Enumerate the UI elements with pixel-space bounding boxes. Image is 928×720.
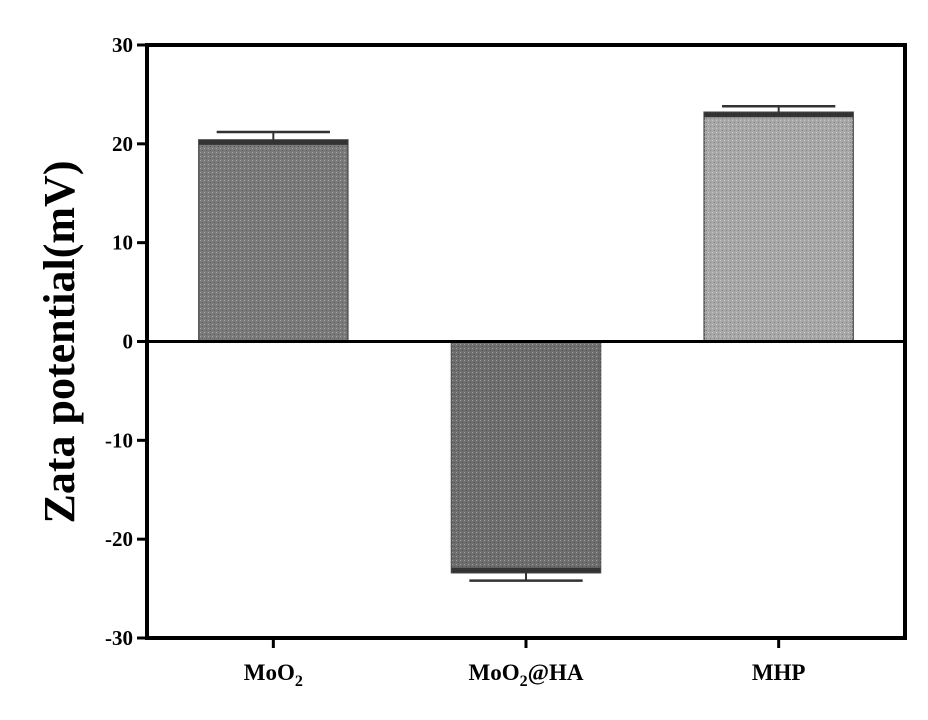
y-tick-label: -20 — [105, 527, 133, 551]
x-tick-label: MoO2@HA — [468, 660, 583, 690]
bar-end-band — [704, 112, 853, 117]
y-ticks-layer: 30 20 10 0 -10 -20 -30 — [105, 33, 147, 650]
bar-texture — [704, 112, 853, 341]
bar-end-band — [451, 568, 600, 573]
y-tick-label: 20 — [112, 132, 133, 156]
x-ticks-layer: MoO2 MoO2@HA MHP — [244, 638, 806, 690]
y-axis-title: Zata potential(mV) — [35, 161, 84, 524]
y-tick-label: -10 — [105, 428, 133, 452]
bar-texture — [451, 342, 600, 573]
bar-end-band — [199, 140, 348, 145]
x-tick-label: MoO2 — [244, 660, 303, 690]
bar-texture — [199, 140, 348, 342]
y-tick-label: 30 — [112, 33, 133, 57]
y-tick-label: -30 — [105, 626, 133, 650]
x-tick-label: MHP — [752, 660, 806, 685]
y-tick-label: 10 — [112, 231, 133, 255]
y-tick-label: 0 — [123, 330, 134, 354]
